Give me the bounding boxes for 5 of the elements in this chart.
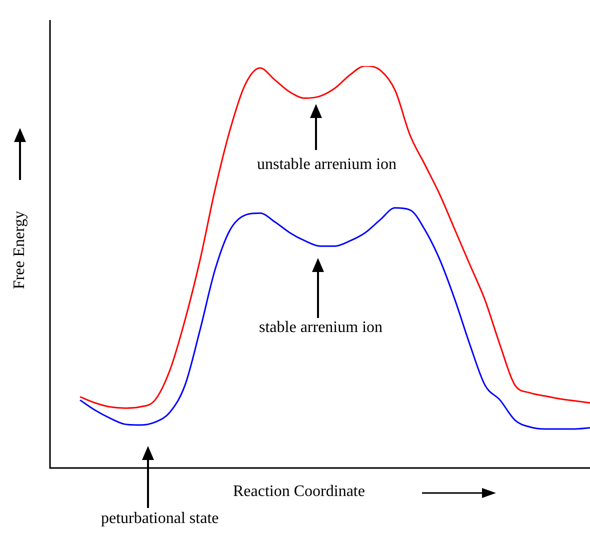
text: peturbational state (101, 510, 220, 528)
y-axis-title: Free Energy (11, 210, 29, 290)
x-axis-title: Reaction Coordinate (233, 483, 365, 501)
annotation: unstable arrenium ion (257, 156, 398, 174)
annotation: stable arrenium ion (259, 319, 384, 337)
